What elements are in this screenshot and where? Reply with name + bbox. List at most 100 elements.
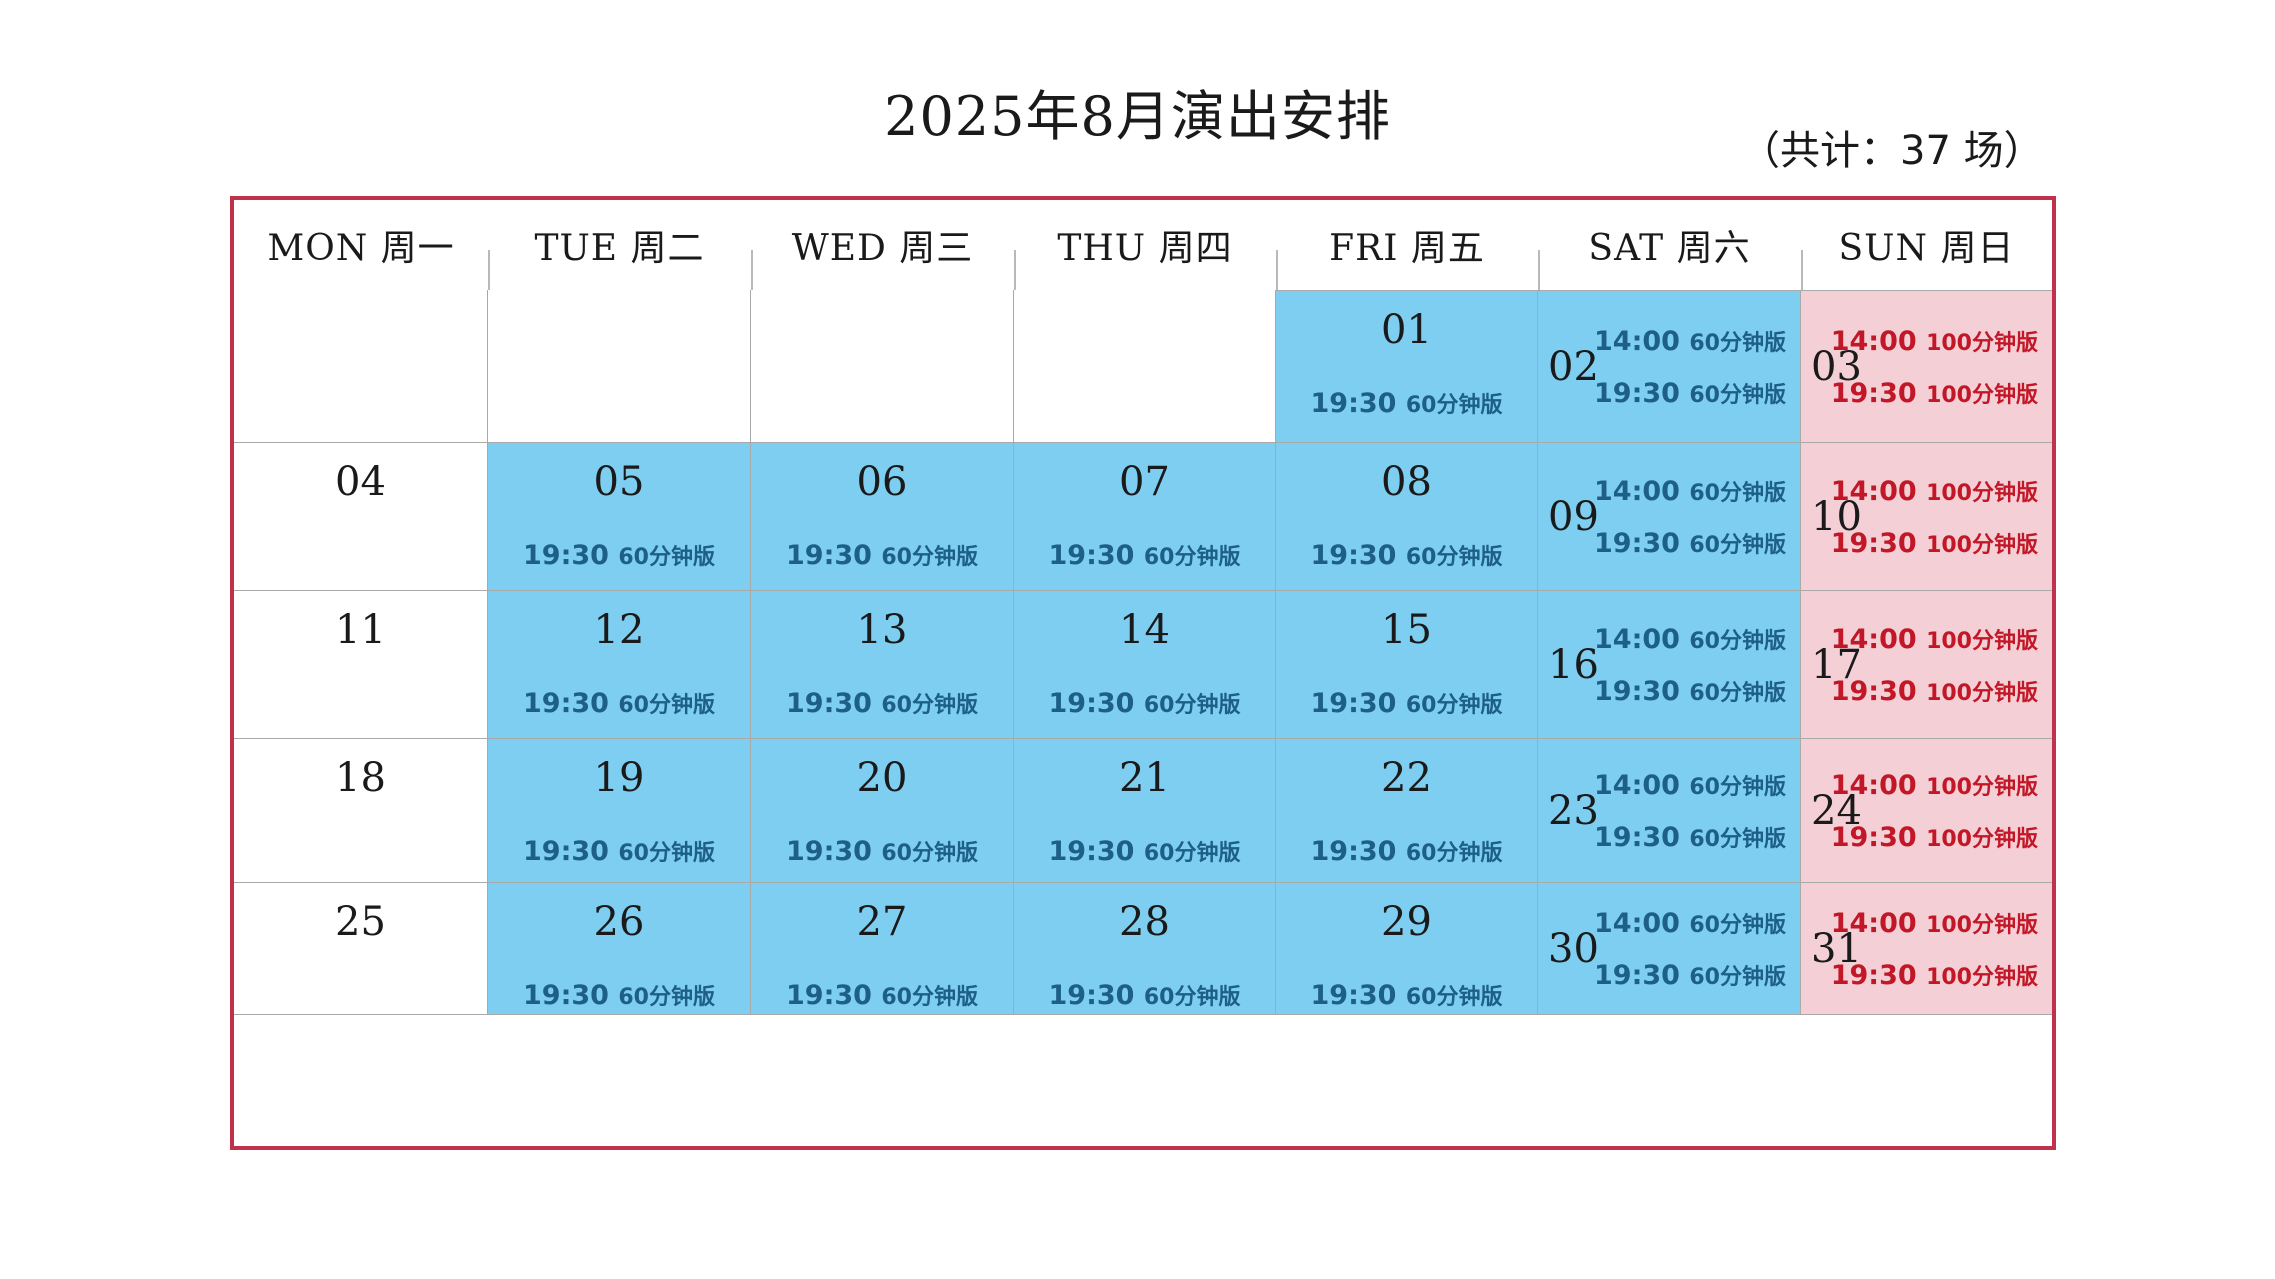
show-entry: 19:30 60分钟版 [1594, 377, 1786, 409]
show-time: 14:00 [1830, 623, 1917, 655]
total-count: （共计：37 场） [1740, 128, 2044, 174]
weekday-label: SAT 周六 [1588, 228, 1751, 269]
day-number: 14 [1119, 607, 1170, 653]
show-version: 60分钟版 [1143, 545, 1241, 570]
show-version: 100分钟版 [1926, 680, 2038, 706]
show-time: 19:30 [786, 540, 872, 571]
day-cell: 08 19:30 60分钟版 [1276, 442, 1538, 590]
weekday-header-mon: MON 周一 [234, 200, 488, 290]
day-number: 10 [1811, 493, 1862, 540]
show-entry: 19:30 60分钟版 [1276, 979, 1537, 1011]
show-version: 60分钟版 [1143, 985, 1241, 1010]
show-entry: 19:30 60分钟版 [1594, 675, 1786, 707]
day-number: 23 [1548, 787, 1599, 834]
empty-day-cell [1014, 290, 1276, 442]
show-entry: 19:30 60分钟版 [751, 979, 1013, 1011]
show-time: 14:00 [1594, 623, 1680, 655]
show-entry: 14:00 100分钟版 [1831, 325, 2038, 357]
show-time: 19:30 [523, 540, 609, 571]
show-entry: 14:00 100分钟版 [1831, 907, 2038, 939]
show-entry: 19:30 60分钟版 [488, 687, 750, 719]
day-number: 01 [1381, 307, 1432, 353]
show-version: 100分钟版 [1926, 382, 2038, 408]
show-time: 14:00 [1594, 475, 1680, 507]
show-version: 100分钟版 [1926, 774, 2038, 800]
day-cell: 22 19:30 60分钟版 [1276, 738, 1538, 882]
header-divider [1276, 250, 1278, 290]
weekday-header-sun: SUN 周日 [1801, 200, 2052, 290]
show-time: 19:30 [1310, 540, 1397, 571]
day-number: 09 [1548, 493, 1599, 540]
day-number: 19 [593, 755, 645, 801]
show-entry: 14:00 60分钟版 [1594, 769, 1786, 801]
show-version: 100分钟版 [1926, 912, 2038, 938]
day-number: 26 [593, 899, 645, 945]
show-entry: 19:30 60分钟版 [751, 687, 1013, 719]
show-version: 60分钟版 [1405, 545, 1503, 570]
show-entry: 19:30 60分钟版 [1594, 959, 1786, 991]
show-time: 19:30 [1310, 836, 1397, 867]
day-number: 21 [1119, 755, 1170, 801]
show-entry: 19:30 60分钟版 [1014, 979, 1275, 1011]
show-entry: 19:30 60分钟版 [488, 539, 750, 571]
day-cell: 09 14:00 60分钟版 19:30 60分钟版 [1538, 442, 1801, 590]
show-entry: 19:30 100分钟版 [1831, 377, 2038, 409]
day-cell: 04 [234, 442, 488, 590]
show-version: 60分钟版 [1689, 964, 1786, 990]
day-number: 20 [856, 755, 908, 801]
day-cell: 10 14:00 100分钟版 19:30 100分钟版 [1801, 442, 2052, 590]
show-entry: 19:30 100分钟版 [1831, 527, 2038, 559]
show-time: 19:30 [1594, 959, 1680, 991]
show-list: 14:00 100分钟版 19:30 100分钟版 [1831, 475, 2038, 559]
calendar-bottom-space [234, 1014, 2052, 1015]
show-version: 60分钟版 [1405, 393, 1503, 418]
day-number: 16 [1548, 641, 1599, 688]
day-cell: 30 14:00 60分钟版 19:30 60分钟版 [1538, 882, 1801, 1014]
show-entry: 19:30 60分钟版 [1594, 527, 1786, 559]
day-number: 15 [1381, 607, 1432, 653]
show-entry: 19:30 60分钟版 [1014, 835, 1275, 867]
show-entry: 19:30 100分钟版 [1831, 675, 2038, 707]
day-cell: 23 14:00 60分钟版 19:30 60分钟版 [1538, 738, 1801, 882]
show-entry: 19:30 60分钟版 [1014, 539, 1275, 571]
show-version: 60分钟版 [881, 985, 978, 1010]
show-entry: 19:30 60分钟版 [1594, 821, 1786, 853]
day-cell: 26 19:30 60分钟版 [488, 882, 751, 1014]
header-divider [488, 250, 490, 290]
show-list: 14:00 60分钟版 19:30 60分钟版 [1594, 907, 1786, 991]
day-cell: 02 14:00 60分钟版 19:30 60分钟版 [1538, 290, 1801, 442]
weekday-header-tue: TUE 周二 [488, 200, 751, 290]
show-list: 14:00 60分钟版 19:30 60分钟版 [1594, 623, 1786, 707]
weekday-header-fri: FRI 周五 [1276, 200, 1538, 290]
day-cell: 05 19:30 60分钟版 [488, 442, 751, 590]
show-version: 60分钟版 [1405, 985, 1503, 1010]
show-version: 60分钟版 [1689, 532, 1786, 558]
show-list: 14:00 60分钟版 19:30 60分钟版 [1594, 325, 1786, 409]
day-cell: 01 19:30 60分钟版 [1276, 290, 1538, 442]
day-cell: 29 19:30 60分钟版 [1276, 882, 1538, 1014]
day-number: 24 [1811, 787, 1862, 834]
show-version: 60分钟版 [1689, 774, 1786, 800]
day-cell: 25 [234, 882, 488, 1014]
day-number: 30 [1548, 925, 1599, 972]
day-number: 22 [1381, 755, 1432, 801]
show-entry: 19:30 60分钟版 [1014, 687, 1275, 719]
show-list: 14:00 60分钟版 19:30 60分钟版 [1594, 475, 1786, 559]
show-entry: 14:00 100分钟版 [1831, 475, 2038, 507]
calendar-frame [230, 196, 2056, 1150]
show-version: 60分钟版 [1689, 480, 1786, 506]
day-cell: 24 14:00 100分钟版 19:30 100分钟版 [1801, 738, 2052, 882]
day-cell: 16 14:00 60分钟版 19:30 60分钟版 [1538, 590, 1801, 738]
day-cell: 06 19:30 60分钟版 [751, 442, 1014, 590]
header-divider [1538, 250, 1540, 290]
day-cell: 07 19:30 60分钟版 [1014, 442, 1276, 590]
show-version: 60分钟版 [881, 545, 978, 570]
show-time: 19:30 [1830, 675, 1917, 707]
show-list: 14:00 100分钟版 19:30 100分钟版 [1831, 623, 2038, 707]
show-time: 19:30 [1594, 821, 1680, 853]
show-entry: 19:30 100分钟版 [1831, 821, 2038, 853]
show-time: 19:30 [1594, 675, 1680, 707]
show-entry: 19:30 100分钟版 [1831, 959, 2038, 991]
weekday-header-wed: WED 周三 [751, 200, 1014, 290]
day-cell: 28 19:30 60分钟版 [1014, 882, 1276, 1014]
